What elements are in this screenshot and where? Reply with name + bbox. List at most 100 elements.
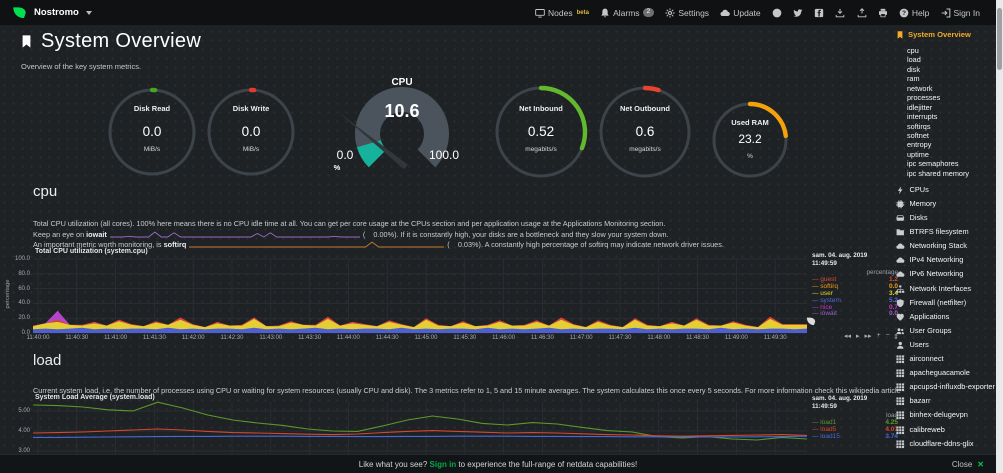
legend-softirq[interactable]: — softirq 0.0 [812,282,898,290]
sidebar-item-interrupts[interactable]: interrupts [907,112,938,122]
svg-text:?: ? [902,10,906,17]
sidebar-item-disks[interactable]: Disks [896,211,996,225]
sidebar-section-label: bazarr [909,396,931,406]
gauge-net-inbound[interactable] [489,80,593,184]
sidebar-item-memory[interactable]: Memory [896,197,996,211]
legend-load1[interactable]: — load1 4.25 [812,419,898,426]
topbar-alarms[interactable]: Alarms 2 [600,8,655,18]
brand-menu[interactable]: Nostromo [12,0,92,25]
sidebar-section-label: Disks [909,213,928,223]
cpu-chart-legend: sam. 04. aug. 2019 11:49:59 percentage — gu… [812,252,898,318]
topbar-settings-label: Settings [678,7,710,18]
sidebar-item-networking-stack[interactable]: Networking Stack [896,240,996,254]
topbar-export[interactable] [835,8,845,18]
sidebar-item-user-groups[interactable]: User Groups [896,324,996,338]
legend-nice[interactable]: — nice 0.7 [812,303,898,311]
topbar-update[interactable]: Update [720,8,761,18]
sidebar-item-applications[interactable]: Applications [896,310,996,324]
cpu-chart-plot[interactable] [33,258,807,334]
sidebar-item-system-overview[interactable]: System Overview [896,30,996,39]
sidebar-item-softirqs[interactable]: softirqs [907,121,931,131]
sidebar-item-load[interactable]: load [907,55,921,65]
pan-backward-icon[interactable]: ◂◂ [844,333,852,340]
y-tick: 5.00 [18,408,30,414]
legend-load5[interactable]: — load5 4.07 [812,425,898,433]
bell-icon [601,8,609,17]
zoom-out-icon[interactable]: − [885,332,890,339]
topbar-nodes[interactable]: Nodes beta [535,8,589,18]
sidebar-item-network[interactable]: network [907,83,933,93]
legend-user[interactable]: — user 3.4 [812,289,898,297]
sidebar-item-disk[interactable]: disk [907,64,920,74]
x-tick: 11:46:00 [492,335,516,341]
sidebar-item-entropy[interactable]: entropy [907,140,932,150]
gauge-disk-read[interactable] [102,82,202,182]
sidebar-item-uptime[interactable]: uptime [907,149,929,159]
sidebar-item-ipv4-networking[interactable]: IPv4 Networking [896,254,996,268]
legend-load15[interactable]: — load15 3.74 [812,432,898,440]
gauge-net-outbound[interactable] [593,80,697,184]
topbar-github[interactable] [772,8,782,18]
sidebar-item-btrfs-filesystem[interactable]: BTRFS filesystem [896,225,996,239]
top-bar: Nostromo Nodes beta Alarms 2 Settings Update?… [0,0,1003,25]
sidebar-item-apacheguacamole[interactable]: apacheguacamole [896,366,996,380]
sidebar-item-idlejitter[interactable]: idlejitter [907,102,933,112]
sidebar-item-processes[interactable]: processes [907,93,941,103]
sidebar-item-cpu[interactable]: cpu [907,46,919,55]
scrollbar-thumb[interactable] [997,8,1002,70]
sidebar-item-ipv6-networking[interactable]: IPv6 Networking [896,268,996,282]
sidebar-item-binhex-delugevpn[interactable]: binhex-delugevpn [896,409,996,423]
sidebar-item-airconnect[interactable]: airconnect [896,352,996,366]
legend-iowait[interactable]: — iowait 0.0 [812,310,898,318]
x-tick: 11:45:00 [414,335,438,341]
topbar-help-label: Help [911,7,930,18]
sidebar-section-label: IPv4 Networking [909,255,964,265]
help-icon: ? [899,8,909,17]
topbar-signin[interactable]: Sign In [941,8,980,18]
topbar-help[interactable]: ? Help [899,8,929,18]
sidebar-item-apcupsd-influxdb-exporter[interactable]: apcupsd-influxdb-exporter [896,380,996,394]
y-tick: 100.0 [14,256,30,262]
topbar-facebook[interactable] [814,8,824,18]
download-icon [836,8,845,17]
legend-system[interactable]: — system 5.2 [812,296,898,304]
close-icon[interactable]: ✕ [977,459,984,469]
play-icon[interactable]: ▸ [856,333,860,340]
footer-close[interactable]: Close ✕ [952,460,984,469]
page-scrollbar[interactable] [996,0,1003,473]
sidebar-item-calibreweb[interactable]: calibreweb [896,423,996,437]
topbar-twitter[interactable] [793,8,803,18]
x-tick: 11:45:30 [453,335,477,341]
sidebar-item-firewall-netfilter-[interactable]: Firewall (netfilter) [896,296,996,310]
legend-guest[interactable]: — guest 1.2 [812,276,898,283]
topbar-print[interactable] [878,8,888,18]
page-subtitle: Overview of the key system metrics. [21,62,142,71]
x-tick: 11:49:00 [724,335,748,341]
x-tick: 11:47:30 [608,335,632,341]
cloud-icon [720,9,731,16]
sidebar-section-label: airconnect [909,354,944,364]
pan-forward-icon[interactable]: ▸▸ [864,333,872,340]
gauge-cpu[interactable] [322,78,482,178]
sidebar-item-ram[interactable]: ram [907,74,920,84]
cpu-description-3: An important metric worth monitoring, is… [33,240,724,249]
topbar-settings[interactable]: Settings [665,8,709,18]
page-title: System Overview [41,30,202,52]
sidebar-item-ipc-semaphores[interactable]: ipc semaphores [907,159,959,169]
sidebar-item-ipc-shared-memory[interactable]: ipc shared memory [907,168,970,178]
topbar-import[interactable] [857,7,867,18]
sidebar-item-softnet[interactable]: softnet [907,130,929,140]
x-tick: 11:47:00 [569,335,593,341]
sidebar-item-bazarr[interactable]: bazarr [896,395,996,409]
footer-signin-link[interactable]: Sign in [429,459,457,469]
cubes-icon [896,440,905,448]
sidebar-item-users[interactable]: Users [896,338,996,352]
zoom-in-icon[interactable]: + [876,332,881,339]
sidebar-item-cloudflare-ddns-glix[interactable]: cloudflare-ddns-glix [896,437,996,451]
chart-resize-handle[interactable]: ⇕ [893,334,899,341]
close-label[interactable]: Close [951,459,973,469]
gauge-used-ram[interactable] [706,96,794,184]
sidebar-item-network-interfaces[interactable]: Network Interfaces [896,282,996,296]
sidebar-item-cpus[interactable]: CPUs [896,183,996,197]
gauge-disk-write[interactable] [201,82,301,182]
